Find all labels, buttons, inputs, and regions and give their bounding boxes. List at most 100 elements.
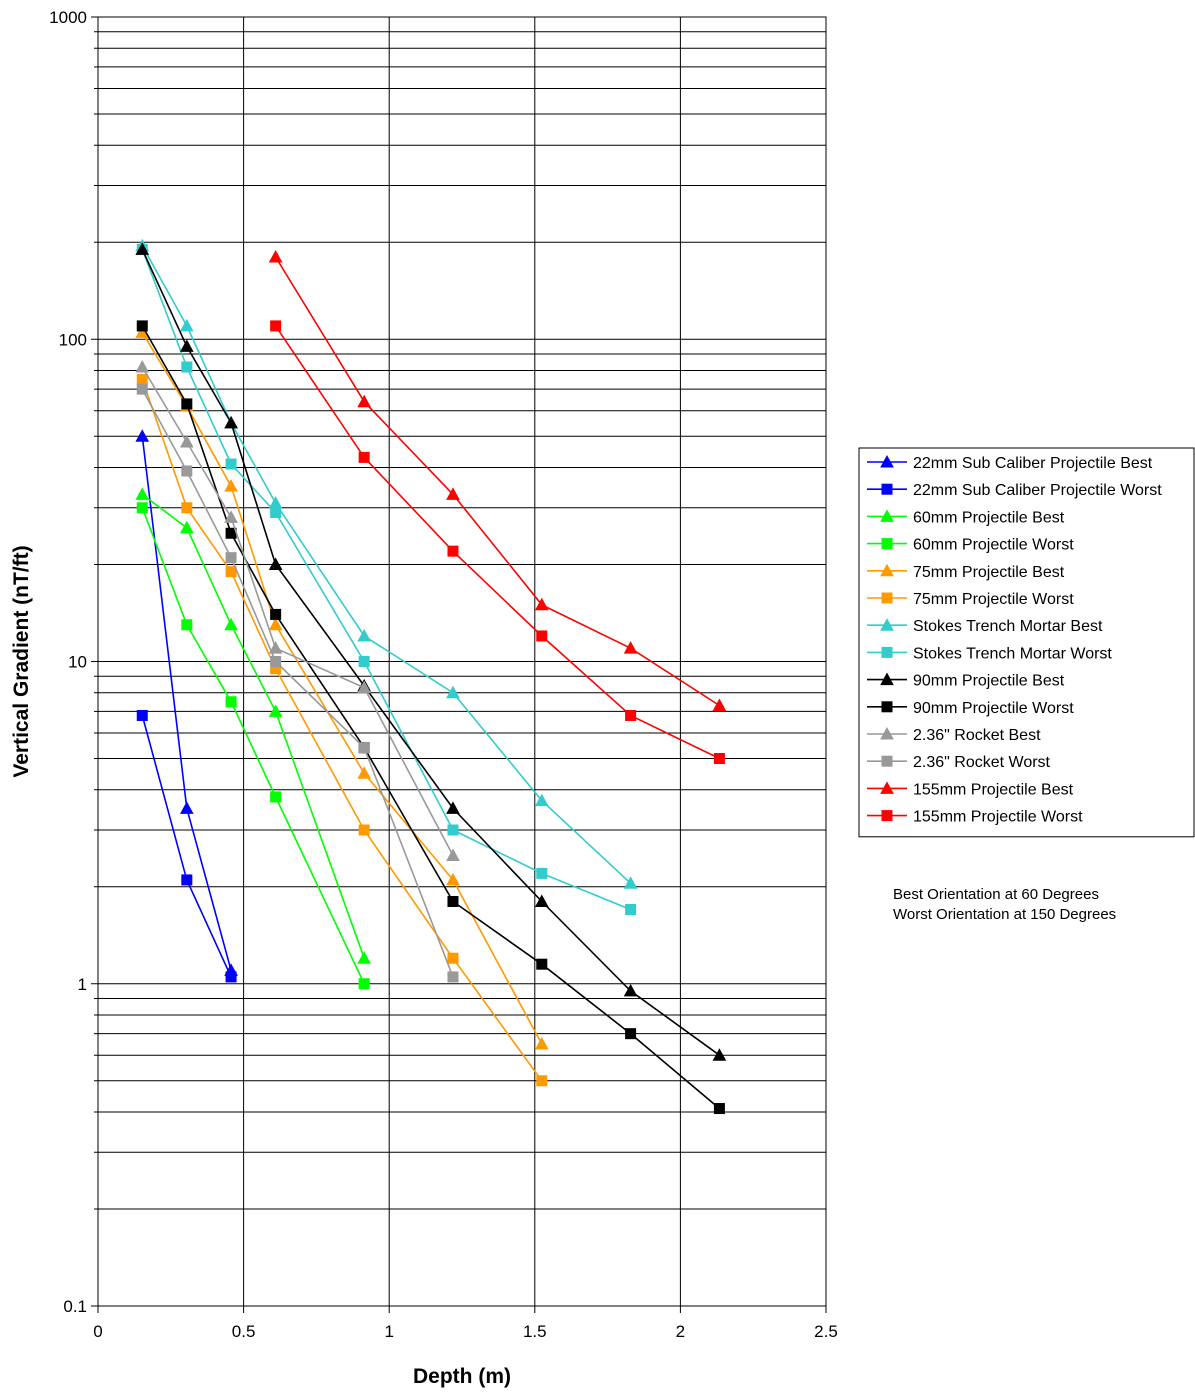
- legend-item: 2.36" Rocket Worst: [867, 754, 1051, 771]
- legend-item: 22mm Sub Caliber Projectile Best: [867, 454, 1153, 472]
- data-point: [625, 709, 637, 721]
- data-point: [446, 487, 460, 500]
- series-line: [141, 507, 365, 985]
- data-point: [270, 506, 282, 518]
- y-tick-label: 0.1: [63, 1297, 87, 1316]
- legend-swatch-marker: [880, 509, 894, 522]
- y-axis-title: Vertical Gradient (nT/ft): [10, 545, 33, 777]
- data-point: [181, 874, 193, 886]
- x-axis-title: Depth (m): [413, 1365, 511, 1388]
- x-tick-label: 0: [93, 1322, 102, 1341]
- x-tick-label: 1: [384, 1322, 393, 1341]
- legend-label: 2.36" Rocket Best: [913, 727, 1041, 744]
- series-line: [141, 245, 632, 884]
- data-point: [357, 394, 371, 408]
- legend-item: 155mm Projectile Best: [867, 781, 1074, 798]
- legend-label: 90mm Projectile Worst: [913, 700, 1074, 717]
- data-point: [181, 465, 193, 477]
- legend-item: 2.36" Rocket Best: [867, 726, 1041, 744]
- legend-label: 22mm Sub Caliber Projectile Worst: [913, 482, 1162, 499]
- data-point: [358, 742, 370, 754]
- series-line: [274, 325, 720, 760]
- orientation-note: Best Orientation at 60 Degrees: [893, 886, 1099, 903]
- data-point: [181, 361, 193, 373]
- data-point: [623, 983, 638, 997]
- data-point: [136, 374, 148, 386]
- data-point: [179, 339, 194, 352]
- data-point: [357, 951, 371, 964]
- legend-label: 90mm Projectile Best: [913, 673, 1065, 690]
- data-point: [447, 971, 459, 983]
- legend-swatch-marker: [880, 672, 894, 686]
- orientation-notes: Best Orientation at 60 Degrees Worst Orie…: [893, 886, 1116, 923]
- legend-label: Stokes Trench Mortar Best: [913, 618, 1103, 635]
- data-point: [268, 496, 283, 509]
- legend-label: 75mm Projectile Worst: [913, 591, 1074, 608]
- series-line: [141, 493, 365, 959]
- x-tick-label: 2.5: [814, 1322, 838, 1341]
- data-point: [536, 958, 548, 970]
- legend-item: 75mm Projectile Best: [867, 563, 1065, 581]
- legend-swatch-marker: [881, 538, 893, 550]
- data-point: [136, 383, 148, 395]
- x-tick-label: 0.5: [232, 1322, 256, 1341]
- series-5: [136, 374, 548, 1087]
- data-point: [447, 545, 459, 557]
- series-12: [268, 249, 727, 712]
- data-point: [136, 320, 148, 332]
- data-point: [446, 872, 460, 886]
- legend-label: 155mm Projectile Best: [913, 781, 1074, 798]
- y-tick-label: 1000: [49, 8, 87, 27]
- legend-item: 90mm Projectile Worst: [867, 700, 1074, 717]
- legend-item: Stokes Trench Mortar Best: [867, 618, 1103, 635]
- data-point: [446, 801, 460, 814]
- data-point: [268, 249, 283, 263]
- legend-item: Stokes Trench Mortar Worst: [867, 645, 1112, 662]
- data-point: [181, 619, 193, 631]
- legend-label: 75mm Projectile Best: [913, 564, 1065, 581]
- data-point: [446, 685, 460, 699]
- data-point: [713, 1103, 725, 1115]
- legend-swatch-marker: [881, 755, 893, 767]
- series-7: [136, 243, 637, 915]
- data-point: [357, 680, 371, 694]
- data-point: [224, 617, 238, 631]
- legend-swatch-marker: [880, 726, 894, 740]
- legend-swatch-marker: [880, 454, 894, 468]
- series-line: [141, 388, 454, 978]
- data-point: [358, 656, 370, 667]
- legend-swatch-marker: [880, 618, 894, 631]
- series-line: [141, 379, 543, 1082]
- legend-swatch-marker: [881, 592, 893, 604]
- data-point: [534, 597, 549, 611]
- data-point: [357, 628, 371, 642]
- data-point: [268, 557, 283, 570]
- x-tick-label: 1.5: [523, 1322, 547, 1341]
- data-point: [536, 867, 548, 879]
- series-11: [136, 383, 459, 983]
- data-point: [358, 978, 370, 990]
- data-point: [270, 320, 282, 332]
- y-tick-label: 100: [59, 330, 87, 349]
- series-group: [135, 238, 727, 1115]
- data-point: [225, 696, 237, 708]
- legend: 22mm Sub Caliber Projectile Best 22mm Sub…: [858, 447, 1195, 838]
- legend-label: 22mm Sub Caliber Projectile Best: [913, 455, 1153, 472]
- data-point: [625, 1028, 637, 1040]
- data-point: [270, 656, 282, 667]
- data-point: [534, 894, 549, 907]
- legend-item: 60mm Projectile Best: [867, 509, 1065, 526]
- data-point: [224, 415, 238, 429]
- data-point: [181, 502, 193, 514]
- data-point: [135, 487, 150, 500]
- legend-label: Stokes Trench Mortar Worst: [913, 645, 1112, 662]
- series-line: [141, 249, 631, 911]
- data-point: [358, 824, 370, 836]
- series-line: [141, 436, 232, 971]
- legend-swatch-marker: [880, 781, 894, 794]
- legend-item: 22mm Sub Caliber Projectile Worst: [867, 482, 1162, 499]
- data-point: [357, 766, 371, 779]
- legend-label: 2.36" Rocket Worst: [913, 754, 1051, 771]
- legend-box: [858, 447, 1195, 838]
- data-point: [270, 791, 282, 803]
